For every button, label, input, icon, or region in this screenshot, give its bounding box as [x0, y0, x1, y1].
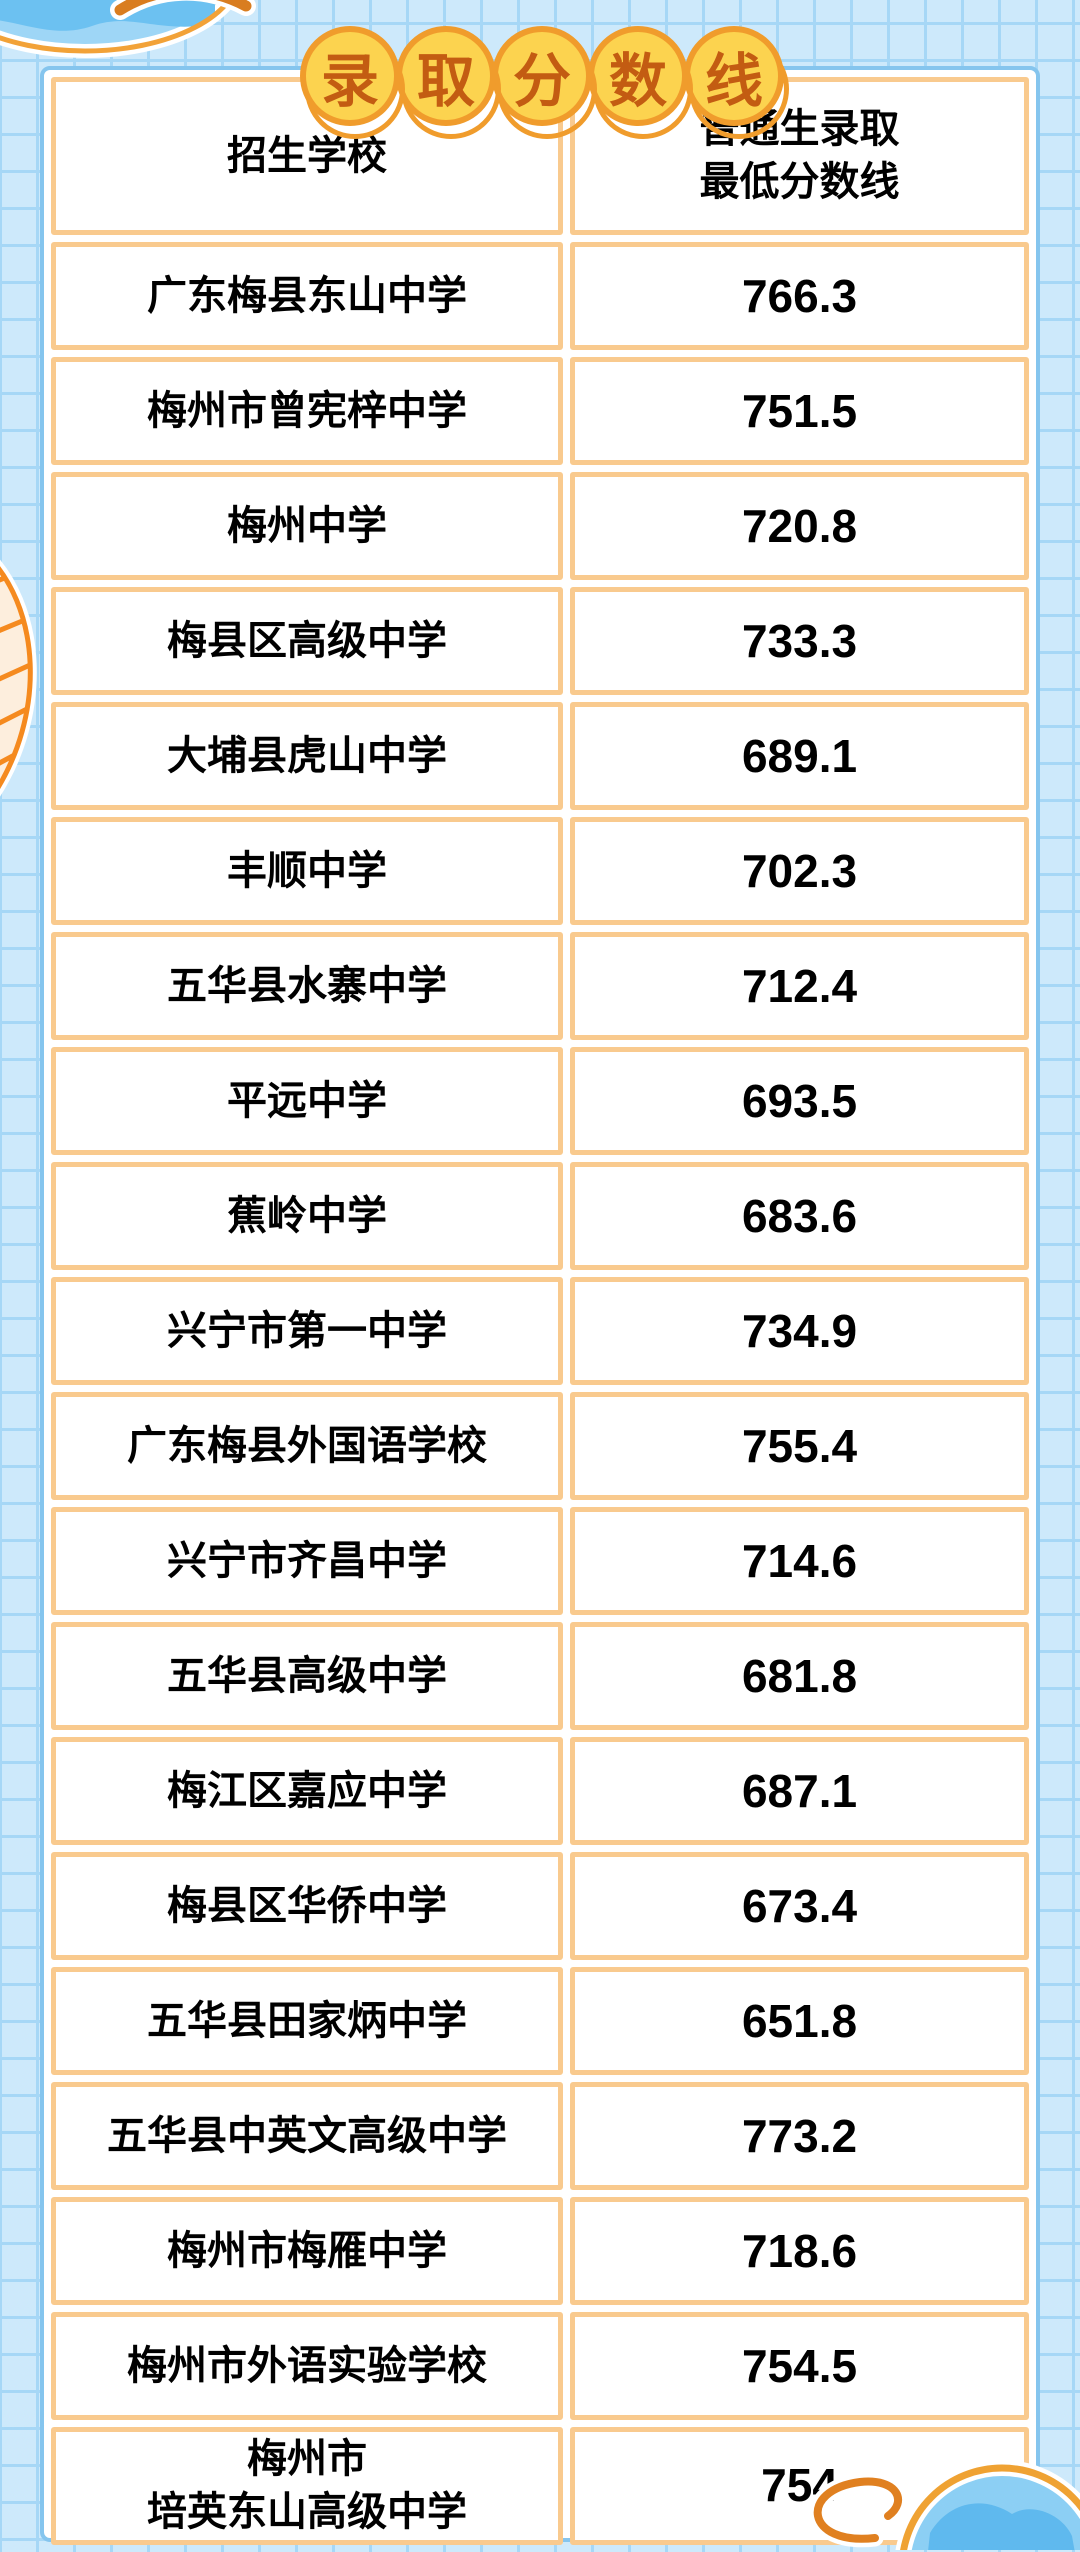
table-row: 梅州市外语实验学校 754.5: [51, 2312, 1029, 2420]
score-cell: 751.5: [570, 357, 1029, 465]
school-cell: 蕉岭中学: [51, 1162, 564, 1270]
score-cell: 689.1: [570, 702, 1029, 810]
leaf-decoration: [0, 559, 37, 797]
school-cell: 五华县中英文高级中学: [51, 2082, 564, 2190]
table-row: 五华县田家炳中学 651.8: [51, 1967, 1029, 2075]
school-cell: 大埔县虎山中学: [51, 702, 564, 810]
title-coin: 取: [396, 26, 501, 139]
page-title: 录 取 分 数 线: [300, 26, 789, 139]
title-coin: 分: [492, 26, 597, 139]
school-cell: 兴宁市第一中学: [51, 1277, 564, 1385]
school-cell: 兴宁市齐昌中学: [51, 1507, 564, 1615]
table-row: 兴宁市第一中学 734.9: [51, 1277, 1029, 1385]
title-coin: 数: [588, 26, 693, 139]
score-cell: 714.6: [570, 1507, 1029, 1615]
title-coin-char: 数: [588, 26, 688, 126]
score-table: 招生学校 普通生录取 最低分数线 广东梅县东山中学 766.3 梅州市曾宪梓中学…: [44, 70, 1036, 2552]
school-cell: 梅江区嘉应中学: [51, 1737, 564, 1845]
table-row: 梅州市 培英东山高级中学 754: [51, 2427, 1029, 2545]
score-cell: 720.8: [570, 472, 1029, 580]
score-cell: 683.6: [570, 1162, 1029, 1270]
school-cell: 广东梅县外国语学校: [51, 1392, 564, 1500]
table-row: 梅县区华侨中学 673.4: [51, 1852, 1029, 1960]
table-row: 梅州中学 720.8: [51, 472, 1029, 580]
score-cell: 766.3: [570, 242, 1029, 350]
school-cell: 梅州市梅雁中学: [51, 2197, 564, 2305]
title-coin: 线: [684, 26, 789, 139]
blue-dome-decoration: [809, 2460, 1080, 2550]
school-cell: 梅州市曾宪梓中学: [51, 357, 564, 465]
table-row: 五华县中英文高级中学 773.2: [51, 2082, 1029, 2190]
score-cell: 718.6: [570, 2197, 1029, 2305]
school-cell: 梅州市外语实验学校: [51, 2312, 564, 2420]
table-row: 梅江区嘉应中学 687.1: [51, 1737, 1029, 1845]
school-cell: 五华县水寨中学: [51, 932, 564, 1040]
school-cell: 丰顺中学: [51, 817, 564, 925]
title-coin-char: 线: [684, 26, 784, 126]
table-row: 大埔县虎山中学 689.1: [51, 702, 1029, 810]
score-cell: 773.2: [570, 2082, 1029, 2190]
table-row: 广东梅县东山中学 766.3: [51, 242, 1029, 350]
score-cell: 712.4: [570, 932, 1029, 1040]
table-row: 五华县水寨中学 712.4: [51, 932, 1029, 1040]
score-cell: 733.3: [570, 587, 1029, 695]
table-row: 梅州市梅雁中学 718.6: [51, 2197, 1029, 2305]
score-cell: 702.3: [570, 817, 1029, 925]
table-row: 兴宁市齐昌中学 714.6: [51, 1507, 1029, 1615]
score-cell: 755.4: [570, 1392, 1029, 1500]
school-cell: 五华县高级中学: [51, 1622, 564, 1730]
table-row: 五华县高级中学 681.8: [51, 1622, 1029, 1730]
table-panel: 招生学校 普通生录取 最低分数线 广东梅县东山中学 766.3 梅州市曾宪梓中学…: [40, 66, 1040, 2545]
title-coin-char: 取: [396, 26, 496, 126]
table-row: 蕉岭中学 683.6: [51, 1162, 1029, 1270]
school-cell: 梅州中学: [51, 472, 564, 580]
school-cell: 广东梅县东山中学: [51, 242, 564, 350]
header-score: 普通生录取 最低分数线: [570, 77, 1029, 235]
school-cell: 梅州市 培英东山高级中学: [51, 2427, 564, 2545]
table-row: 平远中学 693.5: [51, 1047, 1029, 1155]
title-coin-char: 分: [492, 26, 592, 126]
school-cell: 梅县区高级中学: [51, 587, 564, 695]
score-cell: 693.5: [570, 1047, 1029, 1155]
school-cell: 平远中学: [51, 1047, 564, 1155]
title-coin: 录: [300, 26, 405, 139]
table-row: 梅县区高级中学 733.3: [51, 587, 1029, 695]
cloud-decoration: [0, 0, 256, 58]
school-cell: 五华县田家炳中学: [51, 1967, 564, 2075]
title-coin-char: 录: [300, 26, 400, 126]
score-cell: 651.8: [570, 1967, 1029, 2075]
table-row: 梅州市曾宪梓中学 751.5: [51, 357, 1029, 465]
score-cell: 754.5: [570, 2312, 1029, 2420]
table-row: 广东梅县外国语学校 755.4: [51, 1392, 1029, 1500]
school-cell: 梅县区华侨中学: [51, 1852, 564, 1960]
score-cell: 681.8: [570, 1622, 1029, 1730]
table-row: 丰顺中学 702.3: [51, 817, 1029, 925]
score-cell: 687.1: [570, 1737, 1029, 1845]
score-cell: 734.9: [570, 1277, 1029, 1385]
score-cell: 673.4: [570, 1852, 1029, 1960]
